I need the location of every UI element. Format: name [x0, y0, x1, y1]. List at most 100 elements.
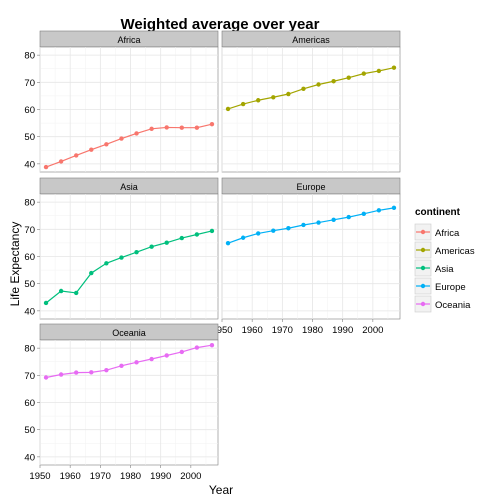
y-tick-label: 50 [24, 279, 35, 290]
x-tick-label: 1980 [120, 471, 141, 482]
data-point [119, 136, 124, 141]
data-point [119, 255, 124, 260]
legend-key-point [420, 283, 426, 289]
data-point [134, 360, 139, 365]
data-point [164, 353, 169, 358]
data-point [43, 375, 49, 380]
data-point [194, 125, 200, 130]
y-tick-label: 60 [24, 105, 35, 116]
data-point [104, 261, 109, 266]
data-point [376, 68, 382, 74]
data-point [256, 98, 261, 103]
panel-oceania: Oceania 40 50 60 70 80 1950 1960 1970 1980 1990 200… [24, 323, 219, 482]
data-point [194, 345, 200, 350]
panel-africa: Africa 40 50 60 70 80 [24, 30, 219, 173]
x-tick-label: 1960 [242, 325, 263, 336]
legend-item-asia: Asia [414, 259, 454, 277]
facet-strip-label: Americas [292, 35, 330, 45]
y-tick-label: 70 [24, 371, 35, 382]
data-point [209, 121, 215, 127]
facet-strip-label: Asia [120, 182, 138, 192]
legend: continent Africa Americas Asia Europe Oceani… [414, 207, 475, 313]
data-point [391, 205, 397, 211]
data-point [331, 217, 336, 223]
x-tick-label: 2000 [180, 471, 201, 482]
data-point [240, 235, 246, 240]
x-tick-label: 1990 [332, 325, 353, 336]
series-line-europe [227, 207, 395, 244]
x-tick-label: 1970 [90, 471, 111, 482]
x-tick-label: 1990 [150, 471, 171, 482]
x-tick-label: 1950 [211, 325, 232, 336]
data-point [361, 211, 366, 217]
data-point [149, 244, 154, 249]
legend-label: Africa [435, 228, 460, 239]
data-point [58, 159, 64, 164]
y-axis-label: Life Expectancy [8, 222, 22, 307]
data-point [286, 91, 291, 97]
x-tick-label: 1970 [272, 325, 293, 336]
data-point [240, 101, 246, 107]
legend-item-americas: Americas [414, 241, 475, 259]
facet-strip-label: Oceania [112, 328, 146, 338]
y-tick-label: 60 [24, 398, 35, 409]
legend-key-point [420, 247, 426, 253]
data-point [149, 356, 154, 362]
data-point [74, 153, 79, 158]
panel-asia: Asia 40 50 60 70 80 [24, 177, 219, 320]
data-point [179, 235, 184, 241]
legend-label: Americas [435, 246, 475, 257]
chart-title: Weighted average over year [121, 16, 320, 33]
legend-label: Europe [435, 282, 466, 293]
x-tick-label: 2000 [362, 325, 383, 336]
data-point [331, 79, 336, 84]
data-point [271, 95, 276, 100]
data-point [164, 125, 169, 130]
data-point [194, 232, 200, 237]
data-point [164, 240, 169, 245]
data-point [89, 370, 94, 375]
facet-strip-label: Africa [117, 35, 140, 45]
facet-strip-label: Europe [296, 182, 325, 192]
x-tick-label: 1950 [29, 471, 50, 482]
data-point [286, 226, 291, 231]
facet-panels: Africa 40 50 60 70 80 Americas Asia 40 50 60 70 80 Eu… [24, 30, 401, 482]
y-tick-label: 80 [24, 198, 35, 209]
data-point [119, 363, 124, 369]
legend-label: Asia [435, 264, 454, 275]
y-tick-label: 40 [24, 452, 35, 463]
legend-item-africa: Africa [414, 223, 460, 241]
data-point [74, 290, 79, 296]
data-point [89, 147, 94, 152]
data-point [301, 86, 306, 92]
data-point [361, 71, 366, 76]
series-line-africa [45, 123, 213, 168]
y-tick-label: 70 [24, 78, 35, 89]
data-point [391, 65, 397, 70]
data-point [316, 82, 321, 87]
legend-key-point [420, 265, 426, 271]
data-point [346, 214, 351, 220]
y-tick-label: 80 [24, 344, 35, 355]
data-point [43, 164, 49, 170]
data-point [104, 142, 109, 147]
data-point [179, 349, 184, 355]
y-tick-label: 50 [24, 425, 35, 436]
panel-europe: Europe 1950 1960 1970 1980 1990 2000 [211, 177, 401, 336]
x-tick-label: 1980 [302, 325, 323, 336]
series-line-asia [45, 230, 213, 304]
y-tick-label: 70 [24, 225, 35, 236]
data-point [209, 228, 215, 234]
legend-title: continent [415, 207, 461, 218]
legend-key-point [420, 229, 426, 235]
legend-label: Oceania [435, 300, 471, 311]
data-point [58, 288, 64, 294]
data-point [134, 131, 139, 136]
x-axis-label: Year [209, 483, 233, 497]
y-tick-label: 80 [24, 51, 35, 62]
series-line-americas [227, 67, 395, 110]
data-point [316, 220, 321, 225]
legend-item-oceania: Oceania [414, 295, 471, 313]
data-point [58, 372, 64, 377]
